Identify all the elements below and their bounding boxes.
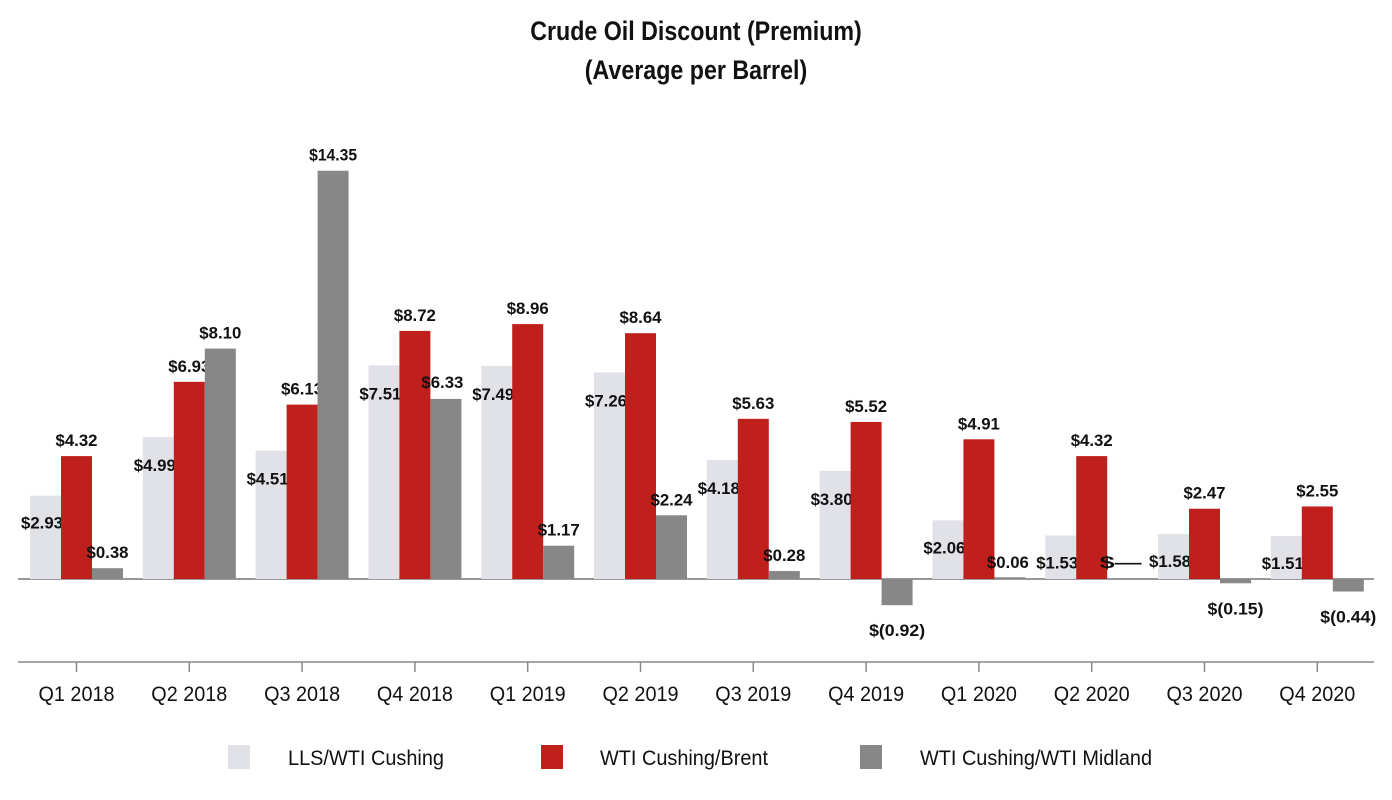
bar-wti-cushing-wti-midland xyxy=(92,568,123,579)
bar-wti-cushing-wti-midland xyxy=(317,170,349,579)
x-tick-label: Q4 2018 xyxy=(377,683,453,706)
x-tick-label: Q4 2019 xyxy=(828,683,904,706)
bar-wti-cushing-wti-midland xyxy=(881,579,913,606)
bar-lls-wti-cushing xyxy=(255,450,287,579)
bar-wti-cushing-brent xyxy=(737,418,769,579)
data-label: $0.38 xyxy=(87,543,129,562)
x-tick-label: Q1 2020 xyxy=(941,683,1017,706)
bar-wti-cushing-brent xyxy=(1189,508,1220,579)
bar-wti-cushing-brent xyxy=(399,330,431,579)
x-tick-label: Q4 2020 xyxy=(1279,683,1355,706)
bar-wti-cushing-wti-midland xyxy=(1332,579,1364,592)
chart-title: Crude Oil Discount (Premium) xyxy=(530,16,862,46)
data-label: $(0.15) xyxy=(1208,599,1264,618)
data-label: $14.35 xyxy=(309,146,357,165)
data-label: $3.80 xyxy=(811,490,853,509)
bar-wti-cushing-brent xyxy=(850,421,882,579)
bar-wti-cushing-wti-midland xyxy=(1220,579,1251,584)
bar-lls-wti-cushing xyxy=(932,520,964,579)
bar-wti-cushing-brent xyxy=(963,439,995,579)
data-label: $1.51 xyxy=(1262,554,1304,573)
data-label: $8.10 xyxy=(199,324,241,343)
legend-swatch xyxy=(541,745,563,769)
bar-lls-wti-cushing xyxy=(1270,536,1302,579)
data-label: $8.72 xyxy=(394,306,436,325)
x-tick-label: Q2 2019 xyxy=(603,683,679,706)
data-label: $(0.92) xyxy=(869,621,925,640)
x-tick-label: Q1 2019 xyxy=(490,683,566,706)
legend-swatch xyxy=(228,745,250,769)
data-label: $6.33 xyxy=(421,373,463,392)
x-tick-label: Q3 2020 xyxy=(1167,683,1243,706)
bar-wti-cushing-wti-midland xyxy=(204,348,236,579)
data-label: $4.32 xyxy=(56,431,98,450)
data-label: $2.55 xyxy=(1296,481,1338,500)
x-tick-label: Q3 2018 xyxy=(264,683,340,706)
bar-wti-cushing-brent xyxy=(1301,506,1333,579)
bar-wti-cushing-wti-midland xyxy=(430,398,462,579)
bar-wti-cushing-brent xyxy=(286,404,318,579)
bar-wti-cushing-brent xyxy=(625,333,656,579)
bar-lls-wti-cushing xyxy=(706,460,738,579)
data-label: $1.17 xyxy=(538,521,580,540)
data-label: $2.93 xyxy=(21,514,63,533)
bar-lls-wti-cushing xyxy=(30,495,61,579)
data-label: $0.06 xyxy=(987,553,1029,572)
bar-wti-cushing-wti-midland xyxy=(994,577,1026,580)
data-label: $4.99 xyxy=(134,456,176,475)
x-tick-label: Q3 2019 xyxy=(715,683,791,706)
data-label: $1.58 xyxy=(1149,552,1191,571)
data-label: $2.06 xyxy=(923,538,965,557)
data-label: $7.51 xyxy=(359,384,401,403)
legend-label: WTI Cushing/WTI Midland xyxy=(920,747,1152,770)
data-label: $(0.44) xyxy=(1320,608,1376,627)
bar-wti-cushing-brent xyxy=(173,381,205,579)
bar-wti-cushing-brent xyxy=(61,456,92,579)
data-label: $0.28 xyxy=(763,546,805,565)
data-label: $8.96 xyxy=(507,299,549,318)
bar-lls-wti-cushing xyxy=(1045,535,1077,579)
bar-wti-cushing-brent xyxy=(1076,456,1108,579)
bar-lls-wti-cushing xyxy=(368,365,400,579)
bar-lls-wti-cushing xyxy=(594,372,625,579)
legend-swatch xyxy=(860,745,882,769)
bar-lls-wti-cushing xyxy=(1158,534,1189,579)
data-label: $5.63 xyxy=(732,394,774,413)
x-tick-label: Q2 2020 xyxy=(1054,683,1130,706)
legend-label: LLS/WTI Cushing xyxy=(288,747,444,770)
data-label: $4.18 xyxy=(698,479,740,498)
data-label: $4.51 xyxy=(247,470,289,489)
data-label: $2.24 xyxy=(651,490,694,509)
data-label: $7.26 xyxy=(585,391,627,410)
bar-lls-wti-cushing xyxy=(142,437,174,579)
bar-wti-cushing-brent xyxy=(512,324,544,579)
data-label: $7.49 xyxy=(472,385,514,404)
bar-wti-cushing-wti-midland xyxy=(768,571,800,579)
data-label: $— xyxy=(1100,553,1142,572)
x-tick-label: Q2 2018 xyxy=(151,683,227,706)
legend-label: WTI Cushing/Brent xyxy=(600,747,768,770)
x-tick-label: Q1 2018 xyxy=(39,683,115,706)
data-label: $4.32 xyxy=(1071,431,1113,450)
data-label: $4.91 xyxy=(958,414,1000,433)
bar-lls-wti-cushing xyxy=(819,470,851,579)
data-label: $6.13 xyxy=(281,380,323,399)
data-label: $8.64 xyxy=(620,308,663,327)
bar-wti-cushing-wti-midland xyxy=(543,545,575,579)
chart-subtitle: (Average per Barrel) xyxy=(584,55,808,85)
data-label: $5.52 xyxy=(845,397,887,416)
bar-lls-wti-cushing xyxy=(481,365,513,579)
bar-wti-cushing-wti-midland xyxy=(656,515,687,579)
data-label: $2.47 xyxy=(1184,484,1226,503)
data-label: $1.53 xyxy=(1036,553,1078,572)
data-label: $6.93 xyxy=(168,357,210,376)
